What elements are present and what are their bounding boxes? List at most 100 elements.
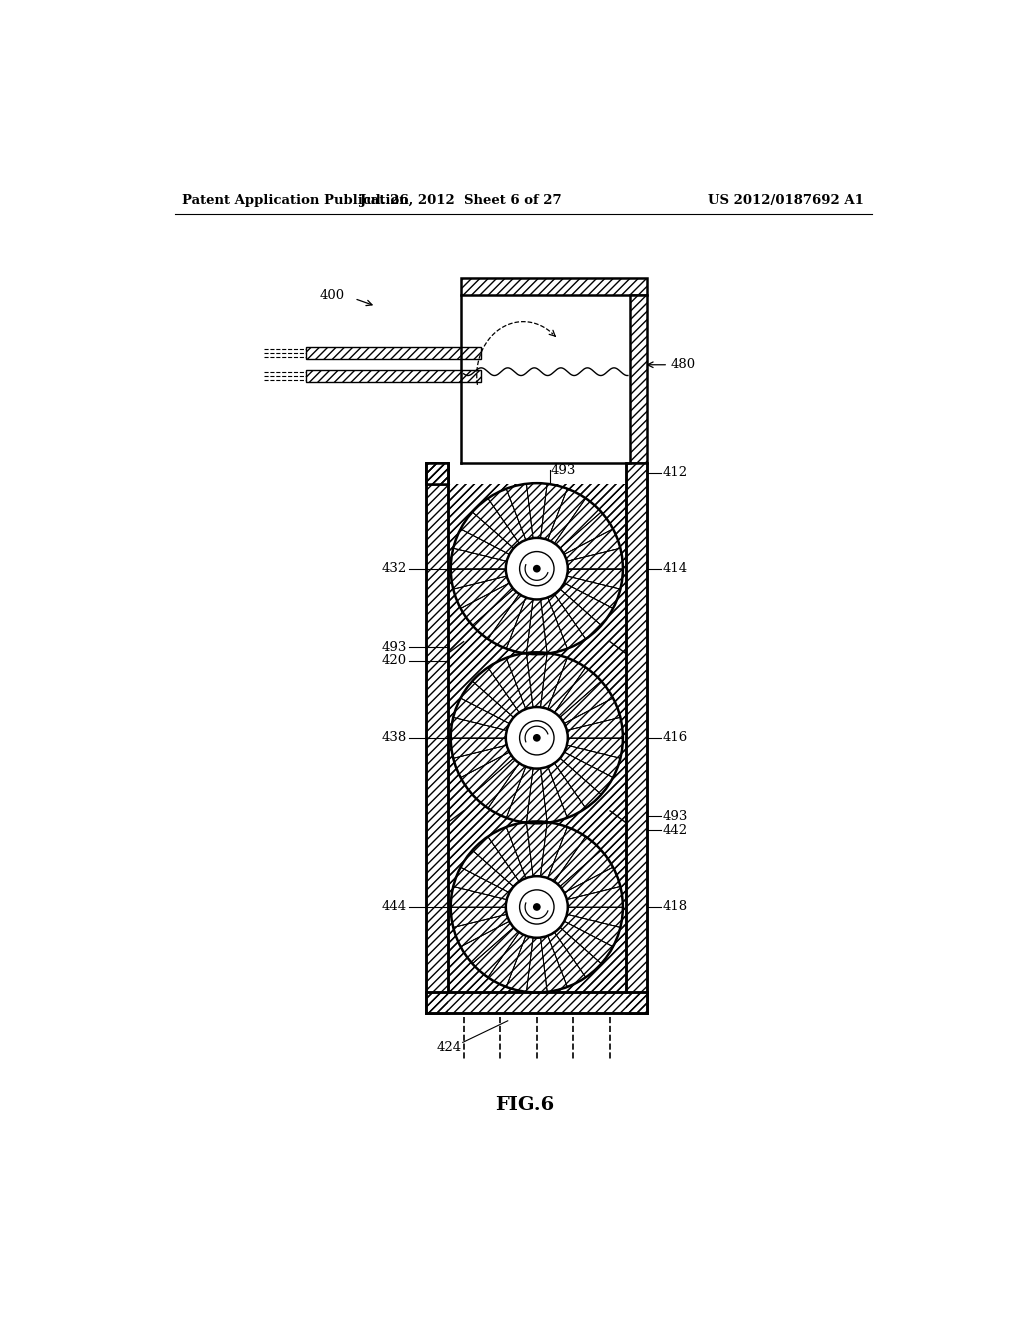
Wedge shape	[506, 767, 534, 822]
Wedge shape	[564, 867, 621, 900]
Wedge shape	[526, 483, 547, 539]
Text: 438: 438	[382, 731, 407, 744]
Wedge shape	[506, 484, 534, 540]
Wedge shape	[526, 768, 547, 824]
Wedge shape	[560, 921, 613, 964]
Wedge shape	[541, 653, 567, 709]
Bar	[461, 277, 647, 294]
Circle shape	[451, 821, 623, 993]
Text: 420: 420	[382, 655, 407, 668]
Circle shape	[451, 483, 623, 655]
Bar	[306, 370, 480, 383]
Bar	[449, 484, 626, 991]
Text: Jul. 26, 2012  Sheet 6 of 27: Jul. 26, 2012 Sheet 6 of 27	[360, 194, 562, 207]
Wedge shape	[548, 488, 586, 544]
Text: US 2012/0187692 A1: US 2012/0187692 A1	[709, 194, 864, 207]
Text: 442: 442	[663, 824, 688, 837]
Text: 412: 412	[663, 466, 688, 479]
Text: 480: 480	[671, 358, 695, 371]
Wedge shape	[564, 915, 621, 946]
Bar	[449, 484, 626, 991]
Wedge shape	[487, 932, 526, 987]
Text: FIG.6: FIG.6	[496, 1097, 554, 1114]
Bar	[626, 462, 647, 1014]
Bar	[426, 991, 647, 1014]
Wedge shape	[548, 828, 586, 882]
Text: 432: 432	[382, 562, 407, 576]
Wedge shape	[526, 821, 547, 876]
Wedge shape	[541, 936, 567, 991]
Text: Patent Application Publication: Patent Application Publication	[182, 194, 409, 207]
Wedge shape	[461, 850, 514, 892]
Wedge shape	[454, 529, 509, 561]
Wedge shape	[526, 652, 547, 708]
Text: 493: 493	[550, 463, 575, 477]
Bar	[426, 991, 647, 1014]
Wedge shape	[567, 717, 623, 738]
Wedge shape	[454, 867, 509, 900]
Wedge shape	[548, 763, 586, 818]
Wedge shape	[454, 576, 509, 609]
Wedge shape	[567, 569, 623, 589]
Wedge shape	[487, 594, 526, 648]
Text: 416: 416	[663, 731, 688, 744]
Circle shape	[532, 903, 541, 911]
Wedge shape	[472, 589, 519, 639]
Wedge shape	[461, 752, 514, 795]
Wedge shape	[461, 921, 514, 964]
Wedge shape	[560, 681, 613, 723]
Bar	[306, 347, 480, 359]
Wedge shape	[472, 837, 519, 887]
Wedge shape	[461, 681, 514, 723]
Bar	[449, 484, 626, 991]
Bar	[461, 277, 647, 294]
Wedge shape	[451, 717, 507, 738]
Wedge shape	[472, 668, 519, 717]
Wedge shape	[451, 738, 507, 758]
Bar	[426, 462, 449, 484]
Wedge shape	[564, 576, 621, 609]
Bar	[630, 294, 647, 462]
Text: 493: 493	[382, 640, 407, 653]
Circle shape	[519, 552, 554, 586]
Circle shape	[532, 734, 541, 742]
Wedge shape	[554, 668, 601, 717]
Wedge shape	[454, 915, 509, 946]
Bar	[426, 462, 449, 484]
Wedge shape	[567, 738, 623, 758]
Text: 414: 414	[663, 562, 688, 576]
Wedge shape	[560, 512, 613, 554]
Wedge shape	[554, 928, 601, 977]
Circle shape	[519, 721, 554, 755]
Bar	[426, 462, 449, 1014]
Wedge shape	[560, 583, 613, 626]
Wedge shape	[454, 746, 509, 777]
Wedge shape	[554, 499, 601, 548]
Circle shape	[506, 708, 567, 768]
Wedge shape	[567, 907, 623, 928]
Wedge shape	[541, 767, 567, 822]
Wedge shape	[454, 698, 509, 730]
Circle shape	[519, 890, 554, 924]
Wedge shape	[472, 758, 519, 808]
Wedge shape	[560, 752, 613, 795]
Wedge shape	[548, 594, 586, 648]
Wedge shape	[541, 598, 567, 653]
Wedge shape	[541, 484, 567, 540]
Wedge shape	[472, 928, 519, 977]
Bar	[306, 370, 480, 383]
Wedge shape	[487, 763, 526, 818]
Wedge shape	[506, 822, 534, 878]
Circle shape	[506, 876, 567, 937]
Wedge shape	[451, 569, 507, 589]
Wedge shape	[472, 499, 519, 548]
Wedge shape	[564, 529, 621, 561]
Circle shape	[506, 537, 567, 599]
Bar	[426, 462, 449, 484]
Wedge shape	[548, 932, 586, 987]
Wedge shape	[461, 512, 514, 554]
Wedge shape	[564, 746, 621, 777]
Wedge shape	[541, 822, 567, 878]
Wedge shape	[487, 488, 526, 544]
Wedge shape	[554, 837, 601, 887]
